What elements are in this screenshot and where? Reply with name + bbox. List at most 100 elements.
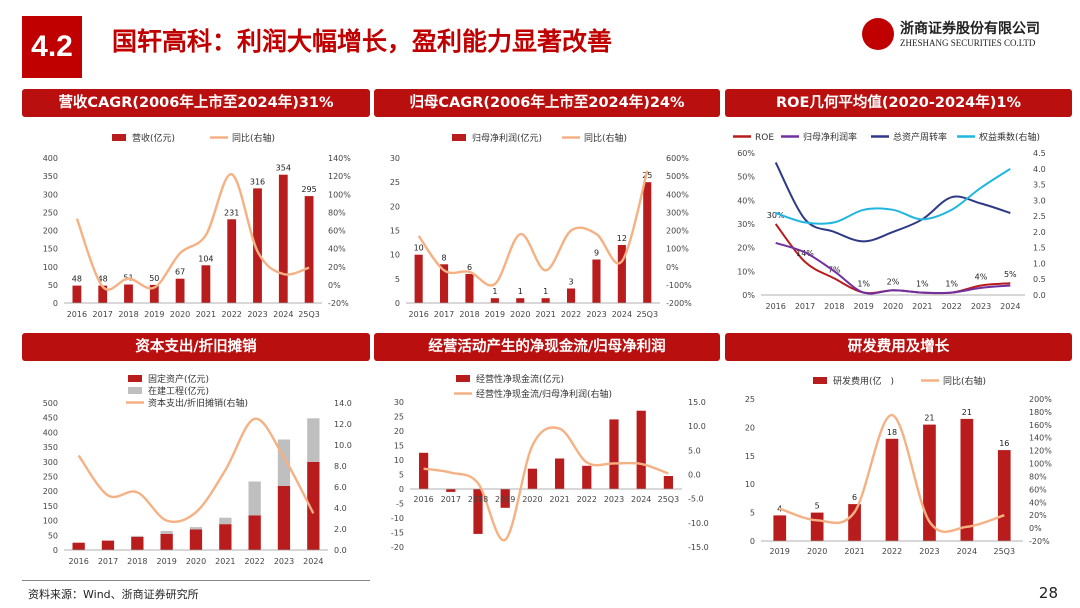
- data-label: 1: [543, 287, 548, 296]
- y2-tick-label: 6.0: [334, 483, 347, 492]
- bar-固定资产(亿元): [131, 536, 144, 550]
- y-tick-label: 450: [43, 414, 58, 423]
- legend-item-label: 资本支出/折旧摊销(右轴): [148, 397, 248, 409]
- y-tick-label: 250: [43, 208, 58, 217]
- x-tick-label: 2021: [536, 310, 556, 319]
- x-tick-label: 2017: [93, 310, 113, 319]
- y2-tick-label: -20%: [328, 299, 349, 308]
- y-tick-label: -5: [396, 500, 404, 509]
- y2-tick-label: 4.0: [1033, 165, 1046, 174]
- data-label: 4%: [975, 273, 988, 282]
- y-tick-label: 50: [48, 531, 58, 540]
- data-label: 1: [492, 287, 497, 296]
- line-经营性净现金流/归母净利润(右轴): [423, 426, 669, 542]
- bar-研发费用(亿 ): [960, 418, 974, 541]
- bar-经营性净现金流(亿元): [527, 468, 537, 489]
- bar-营收(亿元): [304, 196, 314, 303]
- y-tick-label: 15: [390, 227, 400, 236]
- y-tick-label: 0: [53, 546, 58, 555]
- x-tick-label: 2020: [807, 547, 827, 556]
- bar-固定资产(亿元): [189, 529, 203, 550]
- x-tick-label: 2022: [561, 310, 581, 319]
- y-tick-label: 0%: [742, 291, 755, 300]
- y-tick-label: 100: [43, 517, 58, 526]
- y-tick-label: -20: [391, 543, 404, 552]
- bar-固定资产(亿元): [160, 533, 173, 550]
- bar-固定资产(亿元): [277, 485, 291, 550]
- y-tick-label: -15: [391, 529, 404, 538]
- x-tick-label: 2016: [67, 310, 87, 319]
- y-tick-label: 20: [390, 202, 400, 211]
- y-tick-label: 20: [394, 427, 404, 436]
- y2-tick-label: 40%: [1029, 498, 1047, 507]
- bar-营收(亿元): [175, 278, 185, 303]
- bar-营收(亿元): [201, 265, 211, 303]
- y-tick-label: 25: [390, 178, 400, 187]
- data-label: 104: [198, 254, 213, 263]
- y-tick-label: 5: [399, 471, 404, 480]
- x-tick-label: 2021: [912, 302, 932, 311]
- y2-tick-label: 0%: [666, 263, 679, 272]
- y-tick-label: 0: [750, 537, 755, 546]
- x-tick-label: 2023: [586, 310, 606, 319]
- bar-在建工程(亿元): [189, 527, 203, 530]
- y2-tick-label: -15.0: [688, 543, 709, 552]
- x-tick-label: 2018: [824, 302, 844, 311]
- x-tick-label: 2020: [170, 310, 190, 319]
- y-tick-label: 200: [43, 227, 58, 236]
- bar-在建工程(亿元): [160, 530, 173, 534]
- bar-归母净利润(亿元): [567, 288, 576, 303]
- y-tick-label: 30%: [737, 220, 755, 229]
- bar-研发费用(亿 ): [848, 504, 861, 541]
- y-tick-label: 400: [43, 154, 58, 163]
- y-tick-label: -10: [391, 514, 404, 523]
- x-tick-label: 2017: [441, 495, 461, 504]
- legend-item-label: 营收(亿元): [132, 132, 175, 144]
- bar-经营性净现金流(亿元): [663, 476, 673, 489]
- y2-tick-label: -200%: [666, 299, 692, 308]
- bar-经营性净现金流(亿元): [419, 452, 429, 490]
- bar-研发费用(亿 ): [810, 512, 824, 541]
- footer-divider: [22, 580, 370, 581]
- legend-item-label: 同比(右轴): [232, 132, 275, 144]
- y2-tick-label: 80%: [328, 208, 346, 217]
- y2-tick-label: 120%: [328, 172, 351, 181]
- data-label: 2%: [887, 277, 900, 286]
- bar-研发费用(亿 ): [885, 438, 899, 541]
- y2-tick-label: 10.0: [688, 422, 706, 431]
- y2-tick-label: 200%: [1029, 395, 1052, 404]
- x-tick-label: 2016: [765, 302, 785, 311]
- legend-item-swatch: [452, 134, 466, 141]
- y2-tick-label: 40%: [328, 245, 346, 254]
- x-tick-label: 2024: [303, 557, 323, 566]
- x-tick-label: 2020: [522, 495, 542, 504]
- y2-tick-label: 20%: [328, 263, 346, 272]
- y-tick-label: 0: [399, 485, 404, 494]
- y2-tick-label: -100%: [666, 281, 692, 290]
- bar-营收(亿元): [98, 285, 108, 303]
- logo-icon: [862, 18, 894, 50]
- banner-rnd: 研发费用及增长: [725, 333, 1072, 361]
- chart-capex: 0 50 100 150 200 250 300 350 400 450 500 0.0 2.0 4.0 6…: [43, 373, 352, 566]
- y-tick-label: 350: [43, 443, 58, 452]
- chart-roe: 0% 10% 20% 30% 40% 50% 60% 0.0 0.5 1.0 1.5 2.0 2.5 3.…: [733, 131, 1046, 311]
- x-tick-label: 2016: [413, 495, 433, 504]
- bar-研发费用(亿 ): [773, 515, 787, 541]
- data-label: 48: [98, 275, 108, 284]
- legend-item-label: 经营性净现金流(亿元): [476, 373, 564, 385]
- x-tick-label: 2021: [844, 547, 864, 556]
- data-label: 6: [467, 263, 472, 272]
- legend-item-swatch: [112, 134, 126, 141]
- bar-固定资产(亿元): [72, 542, 85, 550]
- bar-固定资产(亿元): [307, 461, 320, 550]
- line-同比(右轴): [417, 170, 649, 287]
- data-label: 3: [569, 278, 574, 287]
- data-label: 316: [250, 177, 265, 186]
- x-tick-label: 2023: [919, 547, 939, 556]
- y2-tick-label: 0%: [1029, 524, 1042, 533]
- bar-营收(亿元): [227, 219, 237, 303]
- y2-tick-label: 140%: [1029, 434, 1052, 443]
- legend-item-label: 权益乘数(右轴): [979, 131, 1040, 143]
- y-tick-label: 10: [390, 251, 400, 260]
- y-tick-label: 10: [394, 456, 404, 465]
